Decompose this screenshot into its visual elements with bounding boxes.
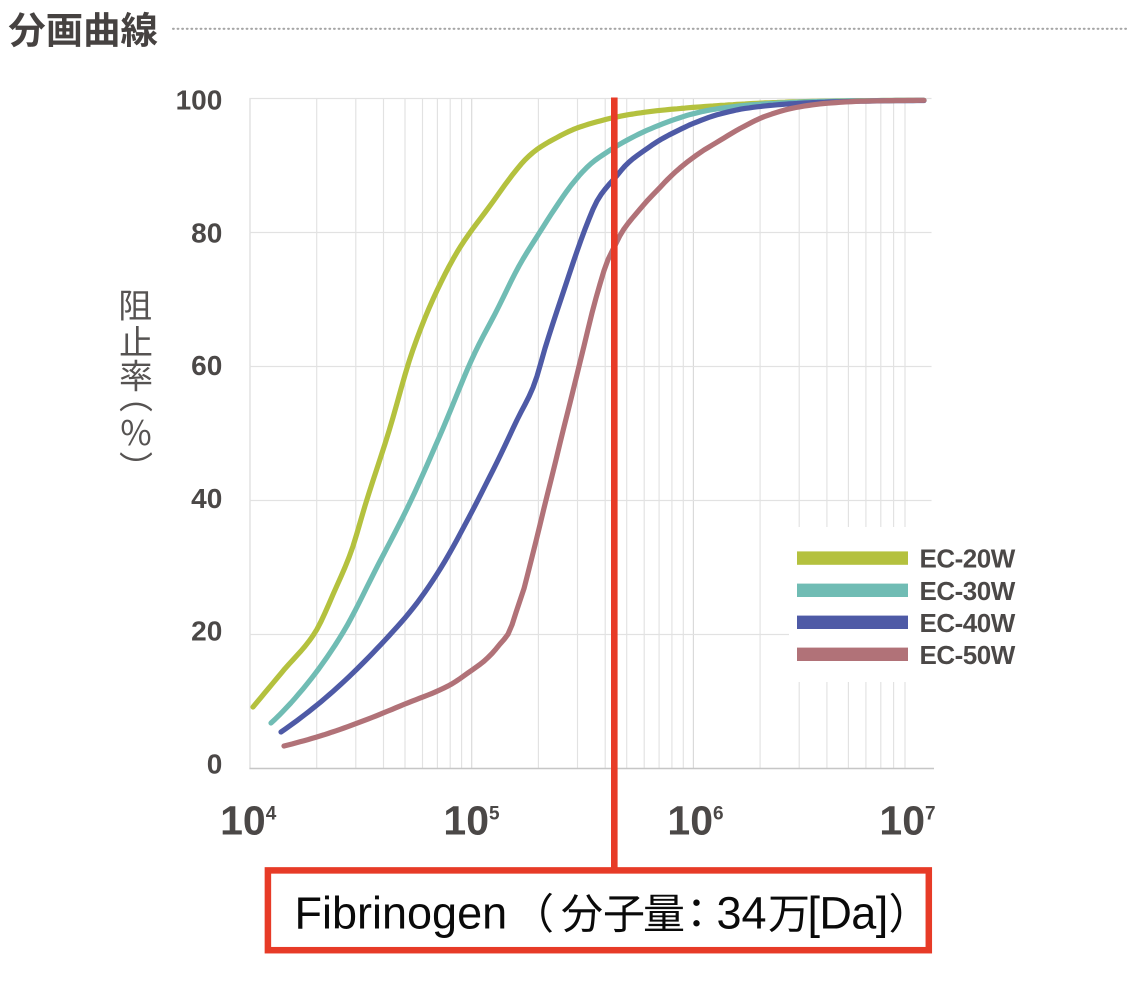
svg-text:104: 104	[220, 798, 277, 844]
svg-text:EC-20W: EC-20W	[920, 544, 1016, 574]
svg-text:Fibrinogen: Fibrinogen	[295, 888, 508, 939]
svg-text:EC-40W: EC-40W	[920, 608, 1016, 638]
svg-text:100: 100	[176, 85, 223, 116]
svg-text:[Da]: [Da]	[808, 888, 888, 939]
svg-text:80: 80	[191, 217, 222, 248]
svg-text:20: 20	[191, 616, 222, 647]
svg-text:106: 106	[667, 798, 723, 844]
svg-text:EC-30W: EC-30W	[920, 576, 1016, 606]
svg-text:EC-50W: EC-50W	[920, 640, 1016, 670]
svg-text:34: 34	[717, 888, 767, 939]
svg-text:40: 40	[191, 483, 222, 514]
svg-text:0: 0	[207, 748, 223, 779]
svg-text:60: 60	[191, 350, 222, 381]
